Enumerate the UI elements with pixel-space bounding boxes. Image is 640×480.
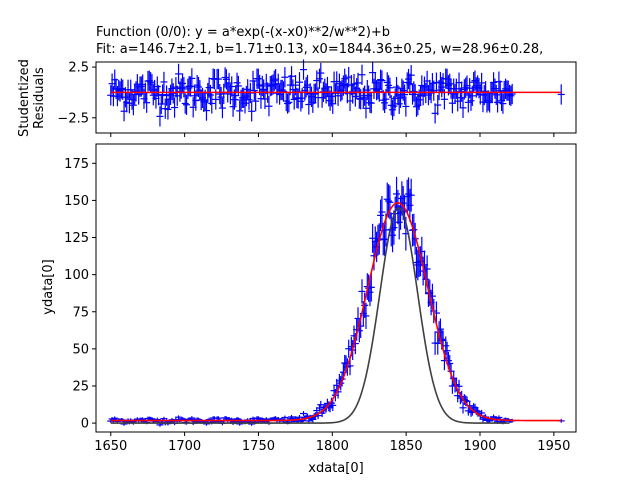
y-axis-label: ydata[0] xyxy=(41,259,56,314)
residuals-ylabel-line-2: Residuals xyxy=(32,67,47,129)
data-points xyxy=(107,176,565,427)
residuals-ylabel-line-1: Studentized xyxy=(17,59,32,137)
y-tick-label: 25 xyxy=(72,379,89,394)
residuals-ytick-label: −2.5 xyxy=(57,111,89,126)
residuals-axes-frame xyxy=(95,61,577,134)
x-tick-label: 1900 xyxy=(463,439,496,454)
residuals-panel: Studentized Residuals −2.5 2.5 xyxy=(17,59,577,137)
x-tick-label: 1750 xyxy=(242,439,275,454)
data-panel: xdata[0] ydata[0] 1650 1700 1750 1800 1850 19… xyxy=(41,143,577,476)
x-tick-label: 1650 xyxy=(94,439,127,454)
y-tick-label: 150 xyxy=(64,194,89,209)
model-curve xyxy=(110,206,510,424)
x-tick-label: 1800 xyxy=(316,439,349,454)
fit-curve xyxy=(110,202,562,422)
y-tick-label: 125 xyxy=(64,231,89,246)
y-tick-label: 0 xyxy=(81,417,89,432)
x-axis-label: xdata[0] xyxy=(308,461,363,476)
y-tick-label: 100 xyxy=(64,268,89,283)
x-tick-label: 1850 xyxy=(390,439,423,454)
title-line-2: Fit: a=146.7±2.1, b=1.71±0.13, x0=1844.3… xyxy=(96,42,543,57)
y-tick-label: 50 xyxy=(72,342,89,357)
title-line-1: Function (0/0): y = a*exp(-(x-x0)**2/w**… xyxy=(96,25,390,40)
x-tick-label: 1700 xyxy=(168,439,201,454)
x-tick-label: 1950 xyxy=(537,439,570,454)
data-axes-frame xyxy=(95,143,577,433)
y-tick-label: 75 xyxy=(72,305,89,320)
y-tick-label: 175 xyxy=(64,157,89,172)
residuals-ytick-label: 2.5 xyxy=(68,61,89,76)
